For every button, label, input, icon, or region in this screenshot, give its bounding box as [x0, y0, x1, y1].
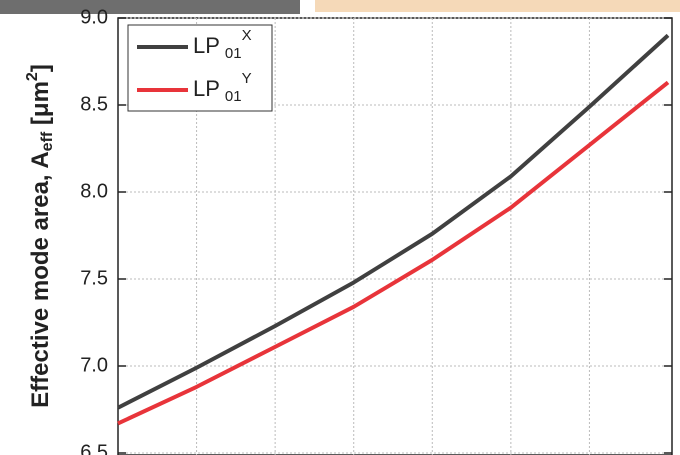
y-tick-label: 7.0: [80, 354, 108, 376]
banner-strip: [315, 0, 680, 12]
legend-name: LP: [193, 76, 220, 101]
y-label-end: ]: [27, 64, 54, 72]
y-tick-label: 6.5: [80, 441, 108, 455]
legend-sup: X: [242, 27, 252, 44]
y-label-sup: 2: [24, 72, 41, 81]
y-label-sub: eff: [39, 131, 56, 151]
legend-label: LP 01Y: [193, 70, 252, 105]
y-tick-label: 7.5: [80, 267, 108, 289]
photo-strip: [0, 0, 300, 14]
y-axis-label: Effective mode area, Aeff [μm2]: [24, 64, 56, 408]
legend-sub: 01: [225, 45, 242, 62]
series-line: [117, 80, 670, 426]
legend-name: LP: [193, 33, 220, 58]
series-line: [117, 33, 670, 410]
y-label-unit: [μm: [27, 81, 54, 132]
legend-box: [127, 24, 273, 112]
y-tick-label: 8.5: [80, 93, 108, 115]
legend-sup: Y: [242, 70, 252, 87]
legend-label: LP 01X: [193, 27, 252, 62]
y-label-text: Effective mode area, A: [27, 151, 54, 408]
y-tick-label: 9.0: [80, 6, 108, 28]
y-tick-label: 8.0: [80, 180, 108, 202]
legend-sub: 01: [225, 88, 242, 105]
